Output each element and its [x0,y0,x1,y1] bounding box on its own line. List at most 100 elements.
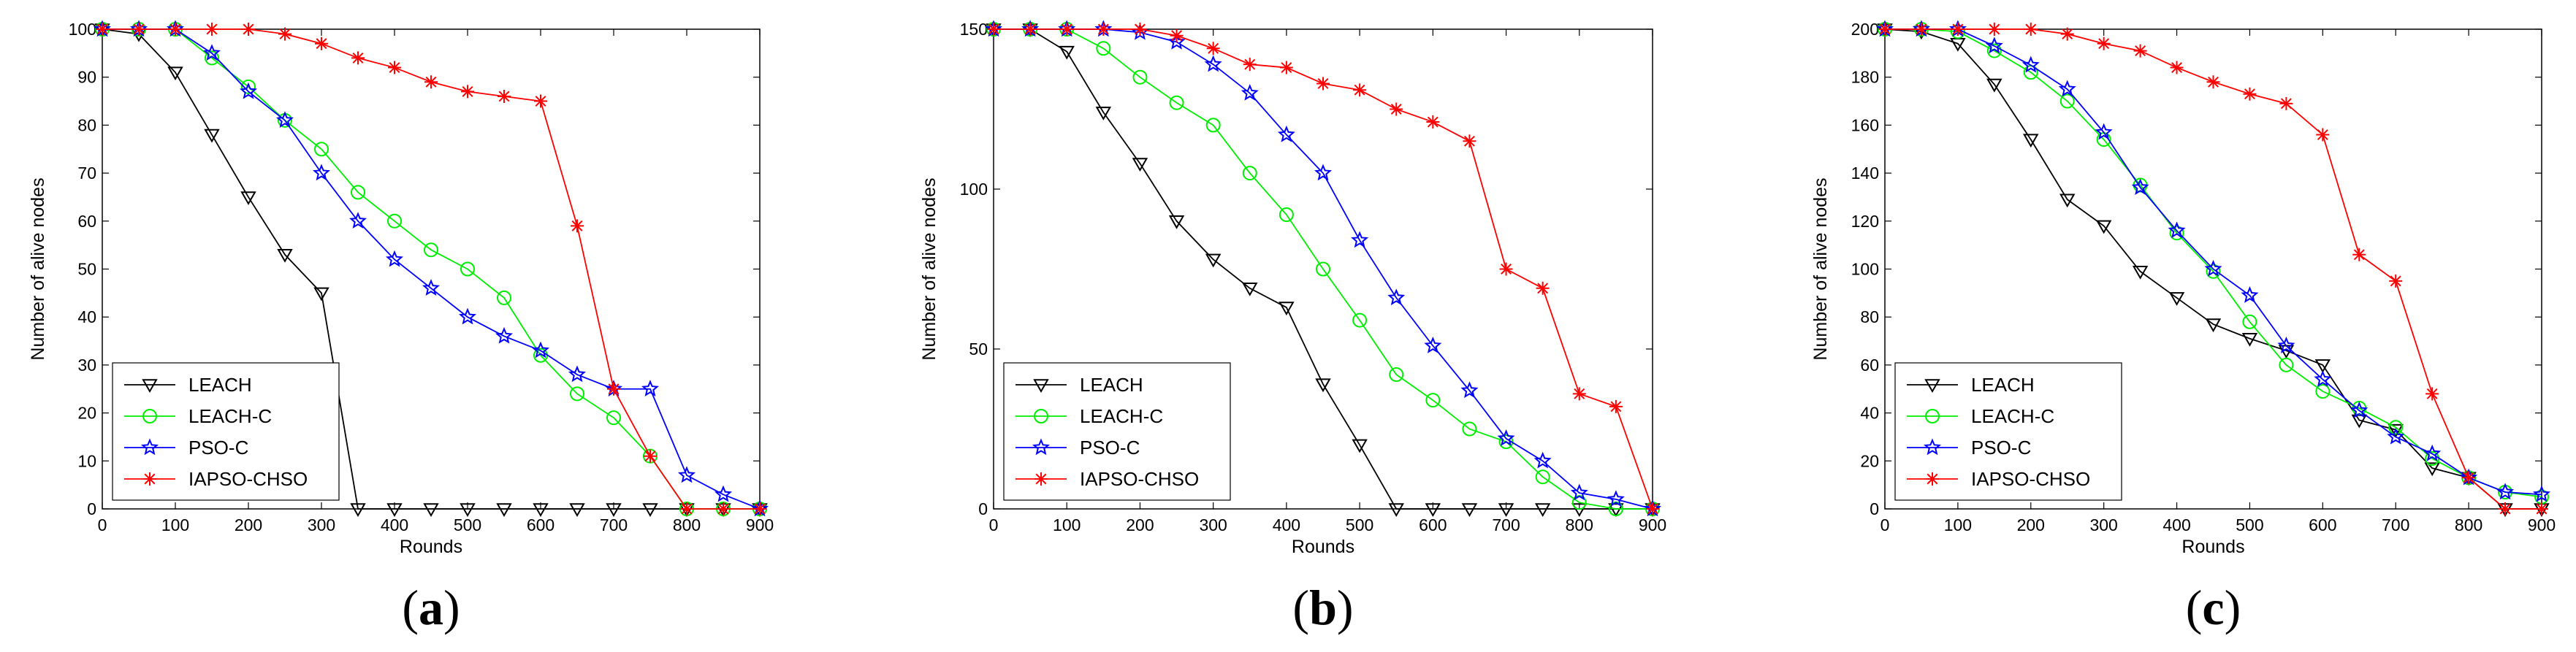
x-tick-label: 300 [308,515,335,534]
panel-c: 0 100 200 300 400 500 600 700 800 900 0 20 40 60 80 100… [1810,20,2556,635]
legend-marker [1924,379,1940,394]
data-point [2059,193,2076,208]
data-point [278,27,291,41]
data-point [241,79,256,94]
series-pso-c [94,20,769,517]
data-point [277,249,293,263]
data-point [1387,288,1406,306]
x-tick-label: 100 [1944,515,1972,534]
data-point [2243,87,2257,101]
data-point [2095,220,2112,234]
data-point [1315,378,1331,393]
legend-label: LEACH-C [1080,405,1163,427]
data-point [1570,483,1588,501]
y-tick-label: 0 [978,499,988,518]
data-point [2097,37,2111,50]
y-tick-label: 60 [77,212,96,231]
legend-label: LEACH-C [1971,405,2054,427]
y-tick-label: 80 [1860,307,1879,326]
data-point [1498,503,1514,518]
y-tick-label: 200 [1851,20,1879,39]
data-point [1425,503,1441,518]
data-point [570,386,584,402]
data-point [1914,23,1928,36]
y-tick-label: 140 [1851,164,1879,183]
panel-a: 0 100 200 300 400 500 600 700 800 900 0 10 20 30 40 50 6… [28,20,774,635]
x-tick-label: 600 [2309,515,2336,534]
data-point [2316,128,2330,142]
y-tick-label: 90 [77,68,96,87]
data-point [1533,451,1552,469]
data-point [1878,23,1891,36]
data-point [2024,23,2038,36]
data-point [205,23,218,36]
y-axis-label: Number of alive nodes [919,177,940,360]
y-tick-label: 60 [1860,356,1879,375]
x-tick-label: 500 [454,515,481,534]
data-point [132,23,145,36]
data-point [1388,503,1404,518]
series-line [1885,28,2542,498]
data-point [2168,221,2186,239]
data-point [497,290,511,305]
data-point [715,485,732,502]
data-point [1205,118,1221,133]
x-tick-label: 100 [1053,515,1081,534]
legend-marker [1925,409,1940,423]
data-point [460,503,476,518]
data-point [2205,318,2222,333]
x-tick-label: 300 [1199,515,1227,534]
data-point [2314,370,2332,387]
data-point [680,502,693,515]
data-point [496,503,512,518]
y-tick-label: 20 [77,404,96,423]
data-point [571,219,584,233]
data-point [2021,55,2040,73]
data-point [2133,44,2147,58]
series-iapso-chso [987,23,1659,515]
y-tick-label: 40 [77,307,96,326]
data-point [1609,399,1623,413]
data-point [387,213,402,229]
y-tick-label: 0 [87,499,96,518]
x-tick-label: 200 [235,515,262,534]
data-point [644,449,657,463]
data-point [2424,462,2440,477]
data-point [717,502,730,515]
data-point [1168,215,1185,229]
y-tick-label: 100 [1851,260,1879,279]
data-point [2496,483,2515,500]
data-point [753,502,766,515]
legend-label: IAPSO-CHSO [1971,468,2090,490]
x-tick-label: 400 [381,515,408,534]
data-point [276,111,294,129]
x-tick-label: 700 [600,515,628,534]
data-point [1534,503,1551,518]
data-point [2206,264,2221,279]
data-point [423,503,439,518]
legend-label: PSO-C [1971,437,2031,459]
data-point [1133,23,1147,36]
data-point [314,142,329,157]
legend-label: LEACH [1080,374,1143,396]
data-point [1314,164,1332,181]
data-point [2388,420,2404,435]
x-tick-label: 800 [2455,515,2482,534]
data-point [386,503,403,518]
data-point [2204,259,2222,277]
series-iapso-chso [1878,23,2548,515]
legend-marker [1926,472,1939,486]
data-point [987,23,1000,36]
data-point [1095,107,1112,120]
data-point [461,85,474,99]
x-tick-label: 800 [1566,515,1593,534]
series-leach [986,23,1661,518]
data-point [1169,95,1184,110]
legend-marker [1033,379,1049,394]
data-point [534,94,547,108]
data-point [606,410,621,426]
data-point [2023,134,2039,148]
data-point [1425,393,1441,408]
data-point [2462,471,2476,485]
